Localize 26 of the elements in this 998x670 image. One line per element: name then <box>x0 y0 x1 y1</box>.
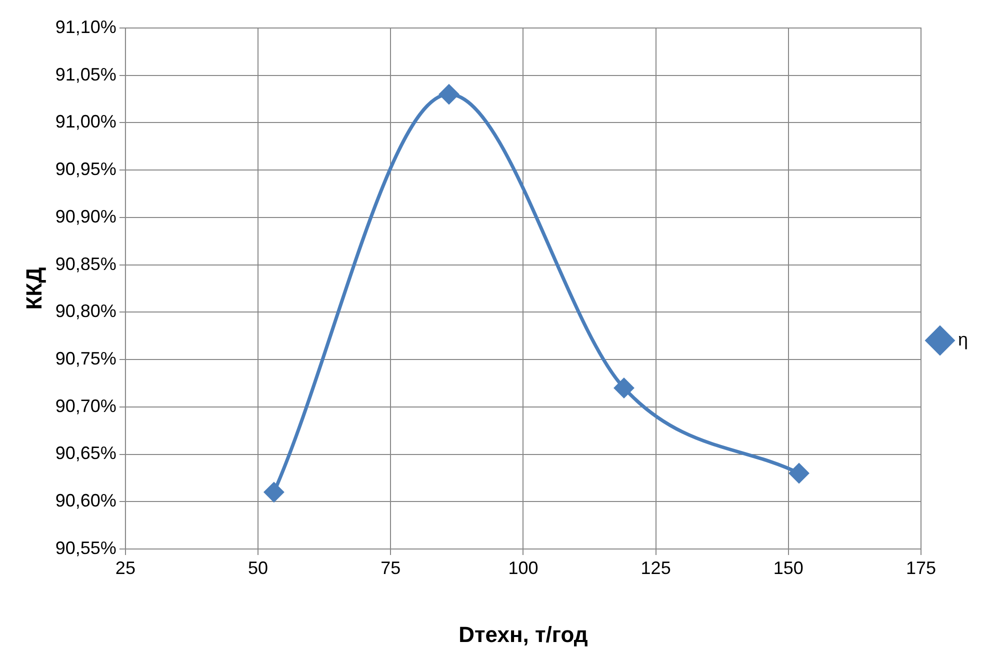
y-axis-title: ККД <box>21 266 46 310</box>
y-tick-label: 90,95% <box>55 159 116 180</box>
x-tick-label: 175 <box>906 558 936 578</box>
y-tick-label: 90,60% <box>55 490 116 511</box>
y-tick-label: 91,05% <box>55 64 116 84</box>
y-tick-label: 90,80% <box>55 301 116 322</box>
x-tick-label: 25 <box>115 558 136 578</box>
x-tick-label: 125 <box>640 558 671 578</box>
point <box>439 84 459 104</box>
x-tick-label: 75 <box>380 558 401 578</box>
y-tick-label: 90,75% <box>55 348 116 369</box>
x-tick-label: 50 <box>248 558 268 578</box>
x-tick-label: 150 <box>773 558 804 578</box>
y-tick-label: 90,90% <box>55 206 116 226</box>
y-tick-label: 90,55% <box>55 538 116 558</box>
legend-label: η <box>958 329 968 350</box>
y-tick-label: 90,65% <box>55 443 116 464</box>
y-tick-label: 90,70% <box>55 396 116 416</box>
y-tick-label: 91,10% <box>55 16 116 37</box>
y-tick-label: 91,00% <box>55 112 116 132</box>
y-tick-label: 90,85% <box>55 254 116 274</box>
point <box>614 378 634 398</box>
point <box>789 463 809 483</box>
point <box>264 482 284 502</box>
x-tick-label: 100 <box>508 558 538 578</box>
x-axis-title: Dтехн, т/год <box>458 622 588 647</box>
